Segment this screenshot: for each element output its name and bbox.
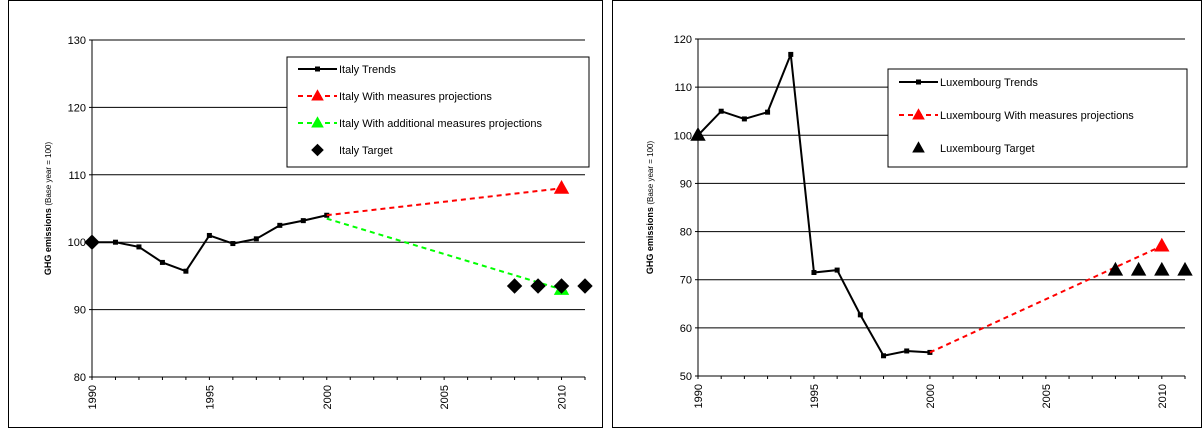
luxembourg-chart: 50 60 70 80 90 100 110 120 1990 1995 2000 2005 2010 G… bbox=[645, 34, 1193, 408]
y-tick-label: 110 bbox=[674, 82, 692, 94]
data-point bbox=[84, 234, 100, 250]
data-point bbox=[183, 268, 189, 274]
y-axis-title-note: (Base year = 100) bbox=[44, 141, 53, 205]
data-point bbox=[553, 278, 570, 294]
data-point bbox=[136, 244, 142, 250]
series-line-1 bbox=[929, 245, 1163, 354]
data-point bbox=[690, 127, 706, 141]
legend-entry-3: Italy Target bbox=[339, 145, 393, 157]
y-tick-label: 60 bbox=[680, 323, 692, 335]
luxembourg-chart-panel: 50 60 70 80 90 100 110 120 1990 1995 2000 2005 2010 G… bbox=[612, 0, 1202, 428]
data-point bbox=[553, 180, 570, 194]
data-point bbox=[857, 312, 863, 318]
y-tick-label: 100 bbox=[68, 237, 86, 249]
data-point bbox=[904, 348, 910, 354]
data-point bbox=[1154, 261, 1170, 276]
legend-swatch-marker-0 bbox=[916, 79, 921, 85]
legend-box bbox=[887, 68, 1188, 168]
legend-entry-2: Italy With additional measures projectio… bbox=[339, 118, 542, 130]
data-point bbox=[253, 236, 259, 242]
x-tick-label: 2010 bbox=[1157, 384, 1169, 408]
data-point bbox=[277, 222, 283, 228]
series-line-2 bbox=[326, 217, 562, 291]
data-point bbox=[1130, 261, 1147, 276]
x-tick-label: 1990 bbox=[87, 385, 99, 409]
y-axis-title: GHG emissions (Base year = 100) bbox=[43, 141, 53, 275]
x-tick-label: 1995 bbox=[809, 384, 821, 408]
x-tick-label: 1990 bbox=[693, 384, 705, 408]
legend-entry-2: Luxembourg Target bbox=[940, 143, 1035, 155]
legend: Italy Trends Italy With measures projecti… bbox=[286, 56, 590, 168]
y-axis-title: GHG emissions (Base year = 100) bbox=[645, 140, 655, 274]
x-tick-label: 2005 bbox=[439, 385, 451, 409]
series-line-1 bbox=[326, 187, 562, 217]
legend-swatch-marker-2 bbox=[311, 116, 324, 128]
y-tick-label: 100 bbox=[674, 130, 692, 142]
data-point bbox=[530, 278, 546, 294]
legend: Luxembourg Trends Luxembourg With measure… bbox=[887, 68, 1188, 168]
data-point bbox=[881, 353, 887, 359]
legend-swatch-marker-3 bbox=[311, 143, 324, 157]
legend-swatch-marker-1 bbox=[311, 89, 324, 101]
data-point bbox=[112, 239, 118, 245]
y-tick-label: 80 bbox=[74, 372, 86, 384]
data-point bbox=[765, 109, 771, 115]
y-axis-title-note: (Base year = 100) bbox=[646, 140, 655, 204]
data-point bbox=[811, 269, 817, 275]
y-tick-label: 130 bbox=[68, 35, 86, 47]
legend-box bbox=[286, 56, 590, 168]
y-tick-label: 90 bbox=[74, 305, 86, 317]
data-point bbox=[1177, 261, 1193, 276]
legend-entry-1: Luxembourg With measures projections bbox=[940, 110, 1134, 122]
x-tick-label: 2000 bbox=[322, 385, 334, 409]
legend-swatch-marker-2 bbox=[912, 141, 925, 153]
data-point bbox=[577, 278, 593, 294]
data-point bbox=[1154, 237, 1170, 252]
legend-swatch-marker-1 bbox=[912, 108, 925, 120]
x-tick-label: 2000 bbox=[925, 384, 937, 408]
y-tick-label: 110 bbox=[68, 170, 86, 182]
y-tick-label: 120 bbox=[674, 34, 692, 46]
x-tick-label: 2005 bbox=[1041, 384, 1053, 408]
data-point bbox=[788, 51, 794, 57]
data-point bbox=[1107, 261, 1124, 276]
y-tick-label: 120 bbox=[68, 102, 86, 114]
data-point bbox=[159, 259, 165, 265]
legend-swatch-marker-0 bbox=[315, 66, 320, 72]
y-tick-label: 50 bbox=[680, 371, 692, 383]
y-tick-label: 80 bbox=[680, 227, 692, 239]
data-point bbox=[834, 267, 840, 273]
x-tick-label: 2010 bbox=[557, 385, 569, 409]
series-line-0 bbox=[92, 214, 327, 273]
italy-chart-panel: 80 90 100 110 120 130 1990 1995 2000 2005 2010 GHG … bbox=[8, 0, 603, 428]
data-point bbox=[300, 218, 306, 224]
data-point bbox=[741, 116, 747, 122]
legend-entry-0: Luxembourg Trends bbox=[940, 77, 1038, 89]
italy-chart: 80 90 100 110 120 130 1990 1995 2000 2005 2010 GHG … bbox=[43, 35, 593, 409]
data-point bbox=[230, 241, 236, 247]
data-point bbox=[206, 232, 212, 238]
data-point bbox=[718, 108, 724, 114]
y-tick-label: 70 bbox=[680, 275, 692, 287]
data-point bbox=[506, 278, 523, 294]
y-axis-title-main: GHG emissions bbox=[43, 206, 53, 276]
legend-entry-1: Italy With measures projections bbox=[339, 91, 492, 103]
legend-entry-0: Italy Trends bbox=[339, 64, 396, 76]
x-tick-label: 1995 bbox=[204, 385, 216, 409]
y-tick-label: 90 bbox=[680, 178, 692, 190]
y-axis-title-main: GHG emissions bbox=[645, 205, 655, 275]
